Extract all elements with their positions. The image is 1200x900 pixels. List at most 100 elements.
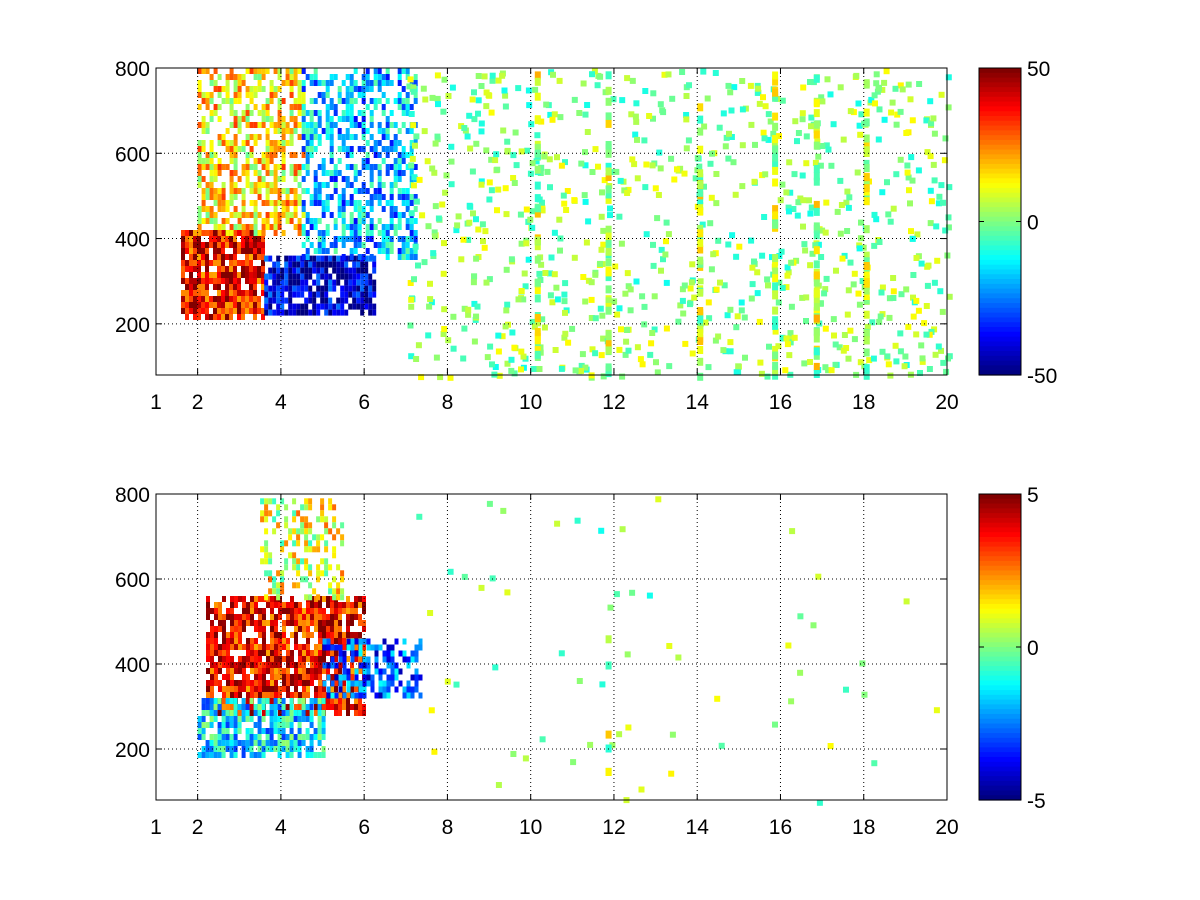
heatmap-cell	[915, 167, 922, 174]
heatmap-cell	[297, 218, 302, 224]
heatmap-cell	[254, 662, 258, 668]
heatmap-cell	[242, 686, 246, 692]
heatmap-cell	[234, 662, 238, 668]
heatmap-cell	[594, 82, 601, 89]
heatmap-cell	[276, 285, 281, 292]
heatmap-cell	[350, 614, 354, 620]
heatmap-cell	[206, 602, 210, 608]
heatmap-cell	[923, 117, 930, 124]
heatmap-cell	[276, 588, 281, 595]
heatmap-cell	[269, 734, 274, 740]
heatmap-cell	[226, 686, 230, 692]
heatmap-cell	[333, 170, 338, 176]
heatmap-cell	[316, 546, 321, 553]
colorbar-swatch	[979, 336, 1021, 343]
heatmap-cell	[233, 248, 237, 254]
heatmap-cell	[377, 140, 382, 146]
heatmap-cell	[273, 140, 278, 146]
heatmap-cell	[538, 118, 545, 125]
heatmap-cell	[230, 674, 234, 680]
heatmap-stripe-cell	[813, 295, 820, 303]
heatmap-cell	[214, 638, 218, 644]
heatmap-cell	[401, 110, 406, 116]
heatmap-cell	[282, 638, 286, 644]
heatmap-cell	[362, 710, 366, 716]
heatmap-cell	[233, 260, 237, 266]
heatmap-cell	[193, 266, 197, 272]
heatmap-cell	[238, 614, 242, 620]
heatmap-cell	[316, 540, 321, 547]
heatmap-cell	[361, 188, 366, 194]
heatmap-cell	[876, 106, 883, 113]
heatmap-cell	[254, 608, 258, 614]
heatmap-cell	[453, 681, 460, 688]
heatmap-cell	[197, 104, 202, 110]
heatmap-cell	[489, 575, 496, 582]
heatmap-cell	[381, 194, 386, 200]
heatmap-cell	[289, 698, 294, 704]
heatmap-cell	[250, 704, 254, 710]
heatmap-cell	[189, 254, 193, 260]
heatmap-cell	[269, 710, 274, 716]
heatmap-cell	[441, 306, 448, 313]
heatmap-cell	[218, 602, 222, 608]
heatmap-cell	[337, 206, 342, 212]
heatmap-cell	[322, 662, 327, 669]
heatmap-cell	[333, 74, 338, 80]
heatmap-cell	[290, 680, 294, 686]
heatmap-cell	[230, 614, 234, 620]
heatmap-cell	[330, 644, 335, 651]
heatmap-cell	[364, 303, 369, 310]
heatmap-cell	[225, 206, 230, 212]
heatmap-cell	[297, 98, 302, 104]
heatmap-cell	[385, 122, 390, 128]
heatmap-cell	[539, 207, 546, 214]
heatmap-cell	[306, 644, 310, 650]
heatmap-cell	[249, 278, 253, 284]
heatmap-cell	[281, 740, 286, 746]
heatmap-cell	[249, 98, 254, 104]
colorbar-swatch	[979, 508, 1021, 514]
heatmap-cell	[213, 278, 217, 284]
heatmap-cell	[264, 540, 269, 547]
heatmap-cell	[322, 596, 326, 602]
heatmap-cell	[332, 594, 337, 601]
heatmap-cell	[209, 236, 213, 242]
heatmap-cell	[346, 644, 351, 651]
heatmap-cell	[286, 620, 290, 626]
heatmap-cell	[265, 116, 270, 122]
heatmap-cell	[305, 158, 310, 164]
heatmap-cell	[217, 308, 221, 314]
heatmap-cell	[414, 668, 419, 675]
heatmap-cell	[337, 236, 342, 242]
heatmap-cell	[712, 337, 719, 344]
heatmap-cell	[397, 188, 402, 194]
heatmap-cell	[284, 297, 289, 304]
heatmap-cell	[237, 290, 241, 296]
heatmap-cell	[249, 260, 253, 266]
heatmap-cell	[444, 678, 451, 685]
heatmap-cell	[390, 644, 395, 651]
colorbar-swatch	[979, 307, 1021, 314]
heatmap-cell	[280, 540, 285, 547]
heatmap-cell	[289, 104, 294, 110]
heatmap-cell	[394, 638, 399, 645]
heatmap-cell	[277, 86, 282, 92]
heatmap-cell	[257, 728, 262, 734]
heatmap-cell	[293, 122, 298, 128]
heatmap-cell	[353, 218, 358, 224]
heatmap-stripe-cell	[697, 256, 704, 265]
heatmap-cell	[274, 668, 278, 674]
heatmap-cell	[289, 188, 294, 194]
heatmap-cell	[876, 85, 882, 92]
heatmap-cell	[765, 136, 772, 143]
heatmap-cell	[281, 116, 286, 122]
heatmap-cell	[344, 273, 349, 280]
heatmap-cell	[410, 88, 417, 95]
heatmap-cell	[305, 140, 310, 146]
heatmap-cell	[260, 510, 265, 517]
heatmap-cell	[313, 194, 318, 200]
heatmap-cell	[253, 254, 257, 260]
heatmap-cell	[851, 336, 858, 343]
